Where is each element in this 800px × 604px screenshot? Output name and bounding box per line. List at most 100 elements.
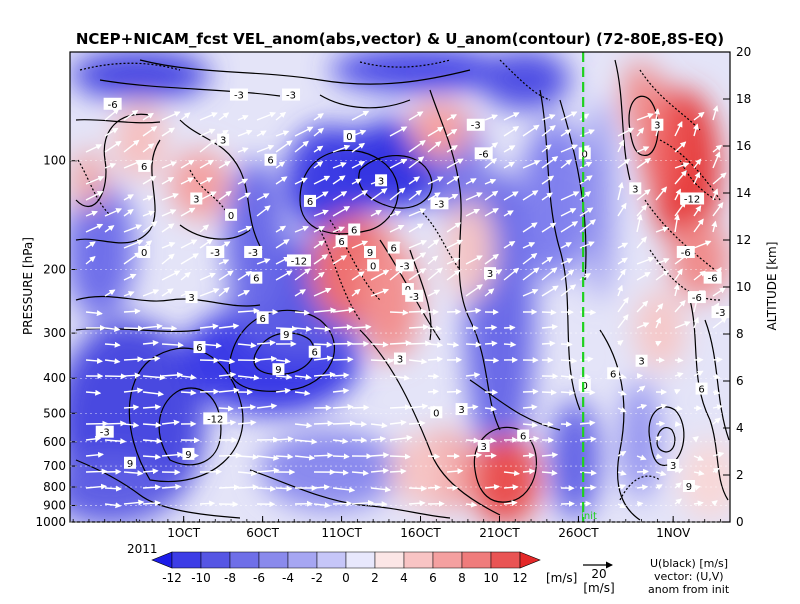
contour-label-text: 6 [307,197,313,208]
contour-label-text: 6 [610,369,616,380]
pressure-tick-label: 200 [43,262,66,276]
contour-label: 3 [186,291,198,304]
contour-label: 9 [272,363,284,376]
wind-vector [523,391,538,392]
x-tick-label: 26OCT [558,526,599,540]
contour-label-text: 3 [654,121,660,132]
pressure-tick-label: 900 [43,498,66,512]
contour-label-text: -3 [210,248,220,259]
colorbar-segment [201,552,230,568]
contour-label: 0 [225,209,237,222]
contour-label-text: 6 [312,348,318,359]
contour-label-text: 6 [267,156,273,167]
colorbar-tick-label: 6 [429,571,437,585]
altitude-tick-label: 8 [736,327,744,341]
contour-label: 0 [343,130,355,143]
contour-label-text: -6 [479,149,489,160]
x-tick-label: 21OCT [479,526,520,540]
wind-vector [504,327,515,328]
wind-vector [542,312,556,313]
wind-vector [485,360,498,361]
contour-label-text: 0 [346,132,352,143]
contour-label: 3 [478,440,490,453]
reference-vector: 20 [m/s] [583,565,615,595]
contour-label-text: 3 [487,269,493,280]
contour-label-text: 3 [670,461,676,472]
wind-vector [333,503,351,504]
legend-text: U(black) [m/s] vector: (U,V) anom from i… [648,557,730,596]
contour-label: -12 [203,412,227,425]
pressure-tick-label: 600 [43,435,66,449]
wind-vector [200,391,218,392]
contour-label: -6 [688,291,706,304]
contour-label: -3 [282,89,300,102]
colorbar-segment [259,552,288,568]
wind-vector [352,407,368,408]
contour-label-text: 3 [397,355,403,366]
contour-label: 6 [250,272,262,285]
x-tick-label: 1OCT [167,526,200,540]
wind-vector [447,391,461,392]
contour-label-text: -3 [286,91,296,102]
wind-vector [523,455,534,456]
colorbar-tick-label: -6 [253,571,265,585]
wind-vector [504,344,515,345]
legend-line-1: U(black) [m/s] [650,557,728,570]
wind-vector [713,359,722,360]
contour-label-text: -6 [708,274,718,285]
colorbar-tick-label: -8 [224,571,236,585]
legend-line-2: vector: (U,V) [654,570,724,583]
wind-vector [428,456,439,457]
altitude-tick-label: 14 [736,186,751,200]
contour-label: 3 [636,355,648,368]
contour-label-text: 3 [638,357,644,368]
pressure-tick-label: 800 [43,480,66,494]
contour-label-text: 3 [220,136,226,147]
contour-label-text: 3 [458,405,464,416]
colorbar-tick-label: -12 [162,571,182,585]
altitude-tick-label: 4 [736,421,744,435]
contour-label: 3 [217,134,229,147]
contour-label: -3 [396,259,414,272]
x-tick-label: 11OCT [321,526,362,540]
wind-vector [390,312,408,313]
contour-label: 6 [517,430,529,443]
contour-label-text: 6 [520,432,526,443]
colorbar-tick-label: 2 [371,571,379,585]
altitude-tick-label: 20 [736,45,751,59]
wind-vector [409,343,430,344]
contour-label: -12 [680,192,704,205]
contour-label: 6 [696,383,708,396]
wind-vector [314,455,332,456]
wind-vector [485,327,496,328]
contour-label-text: 9 [275,365,281,376]
contour-label-text: 9 [686,482,692,493]
wind-vector [333,456,349,457]
colorbar-tick-label: 8 [458,571,466,585]
contour-label-text: 9 [185,450,191,461]
altitude-tick-label: 2 [736,468,744,482]
pressure-tick-label: 100 [43,154,66,168]
pressure-tick-label: 700 [43,459,66,473]
colorbar-segment [346,552,375,568]
wind-vector [390,471,406,472]
contour-label: 0 [138,246,150,259]
year-label: 2011 [127,542,158,556]
contour-label: 6 [193,341,205,354]
contour-label: 6 [607,367,619,380]
wind-vector [561,392,574,393]
altitude-axis-label: ALTITUDE [km] [765,242,779,331]
x-tick-label: 6OCT [246,526,279,540]
contour-label-text: 3 [193,194,199,205]
contour-label-text: -3 [248,248,258,259]
wind-vector [466,440,479,441]
wind-vector [124,311,140,312]
wind-vector [219,408,233,409]
wind-vector [124,328,143,329]
contour-label: -3 [96,426,114,439]
contour-label: 9 [280,328,292,341]
pressure-tick-label: 500 [43,406,66,420]
altitude-tick-label: 16 [736,139,751,153]
colorbar-segment [317,552,346,568]
